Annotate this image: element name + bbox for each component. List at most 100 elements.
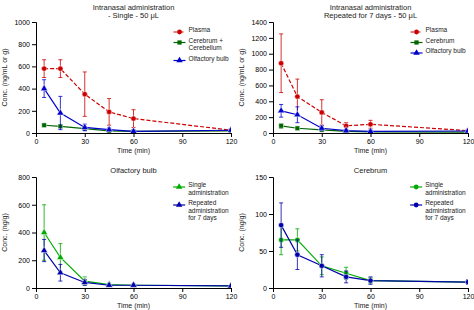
marker — [130, 281, 137, 287]
y-axis-label: Conc. (ng/g) — [238, 213, 246, 252]
axis-line — [269, 23, 274, 134]
tick: 400 — [255, 98, 273, 105]
marker — [227, 282, 231, 288]
error-bar — [295, 127, 299, 130]
tick-label: 100 — [255, 211, 267, 218]
tick-label: 600 — [18, 63, 30, 70]
error-bar-cap — [344, 267, 348, 268]
tick: 150 — [255, 174, 273, 181]
line — [44, 251, 231, 286]
marker — [130, 281, 137, 287]
tick-mark — [371, 288, 372, 292]
tick-mark — [32, 205, 36, 206]
axis-line — [37, 289, 232, 293]
line — [281, 225, 468, 282]
tick: 800 — [18, 174, 36, 181]
text-line: Olfactory bulb — [110, 166, 156, 175]
tick-mark — [419, 288, 420, 292]
tick-label: 0 — [263, 285, 267, 292]
marker — [41, 66, 46, 71]
legend-marker — [177, 40, 181, 44]
tick-mark — [182, 288, 183, 292]
error-bar — [295, 240, 299, 270]
tick: 0 — [263, 285, 273, 292]
tick: 30 — [81, 288, 89, 300]
title: Olfactory bulb — [110, 166, 156, 175]
marker — [41, 228, 48, 234]
y-axis: 02004006008001000 — [14, 19, 36, 137]
tick-mark — [269, 101, 273, 102]
text-line: Cerebrum — [426, 37, 455, 44]
y-axis-label: Conc. (ng/mL or g) — [238, 48, 246, 106]
tick: 1400 — [251, 19, 273, 26]
tick: 0 — [272, 133, 276, 145]
error-bar — [344, 271, 348, 283]
tick-label: 0 — [35, 138, 39, 145]
error-bar-cap — [369, 284, 373, 285]
legend: SingleadministrationRepeatedadministrati… — [410, 181, 466, 222]
error-bar-cap — [295, 79, 299, 80]
plot-area — [41, 205, 231, 288]
marker — [319, 110, 324, 115]
line — [44, 69, 231, 131]
marker — [368, 278, 373, 283]
text-line: Cerebellum — [189, 44, 222, 51]
marker — [368, 122, 373, 127]
y-axis: 050100150 — [255, 174, 273, 292]
tick-label: 0 — [26, 285, 30, 292]
error-bar-cap — [83, 130, 87, 131]
error-bar — [279, 203, 283, 247]
plot-area — [278, 34, 468, 133]
error-bar-cap — [83, 116, 87, 117]
tick: 120 — [226, 288, 238, 300]
marker — [319, 263, 324, 268]
legend-item: Olfactory bulb — [411, 47, 466, 55]
error-bar-cap — [132, 109, 136, 110]
tick-mark — [32, 44, 36, 45]
tick: 600 — [18, 63, 36, 70]
legend-item: Plasma — [174, 26, 211, 34]
tick-mark — [322, 133, 323, 137]
error-bar-cap — [344, 282, 348, 283]
tick: 0 — [263, 130, 273, 137]
tick-mark — [231, 288, 232, 292]
text-line: administration — [188, 207, 229, 214]
error-bar-cap — [344, 270, 348, 271]
tick-label: 60 — [367, 293, 375, 300]
title: Intranasal administration- Single - 50 μ… — [93, 3, 175, 21]
panel: 030609012002004006008001000Intranasal ad… — [1, 3, 238, 155]
error-bar-cap — [83, 285, 87, 286]
tick-label: 90 — [179, 293, 187, 300]
error-bar-cap — [320, 254, 324, 255]
tick: 30 — [318, 133, 326, 145]
legend-label: Plasma — [189, 26, 211, 33]
line — [44, 233, 231, 286]
marker — [81, 123, 88, 129]
tick-label: 800 — [18, 174, 30, 181]
tick: 100 — [255, 211, 273, 218]
tick: 800 — [18, 41, 36, 48]
tick-label: 30 — [318, 138, 326, 145]
tick: 600 — [255, 82, 273, 89]
error-bar-cap — [42, 239, 46, 240]
marker — [465, 279, 468, 284]
legend-marker — [177, 30, 182, 35]
error-bar-cap — [279, 104, 283, 105]
tick: 0 — [26, 285, 36, 292]
legend-label: Cerebrum +Cerebellum — [189, 37, 224, 52]
marker — [295, 94, 300, 99]
tick-mark — [32, 89, 36, 90]
axis-line — [37, 134, 232, 138]
error-bar — [369, 278, 373, 284]
tick-mark — [269, 117, 273, 118]
tick-label: 1400 — [251, 19, 267, 26]
line — [281, 240, 468, 282]
tick-mark — [419, 133, 420, 137]
tick: 90 — [416, 288, 424, 300]
x-axis-label: Time (min) — [354, 302, 387, 310]
tick: 1000 — [14, 19, 36, 26]
text-line: Olfactory bulb — [426, 47, 466, 55]
tick-mark — [32, 133, 36, 134]
error-bar — [466, 280, 468, 284]
legend: SingleadministrationRepeatedadministrati… — [173, 181, 229, 222]
